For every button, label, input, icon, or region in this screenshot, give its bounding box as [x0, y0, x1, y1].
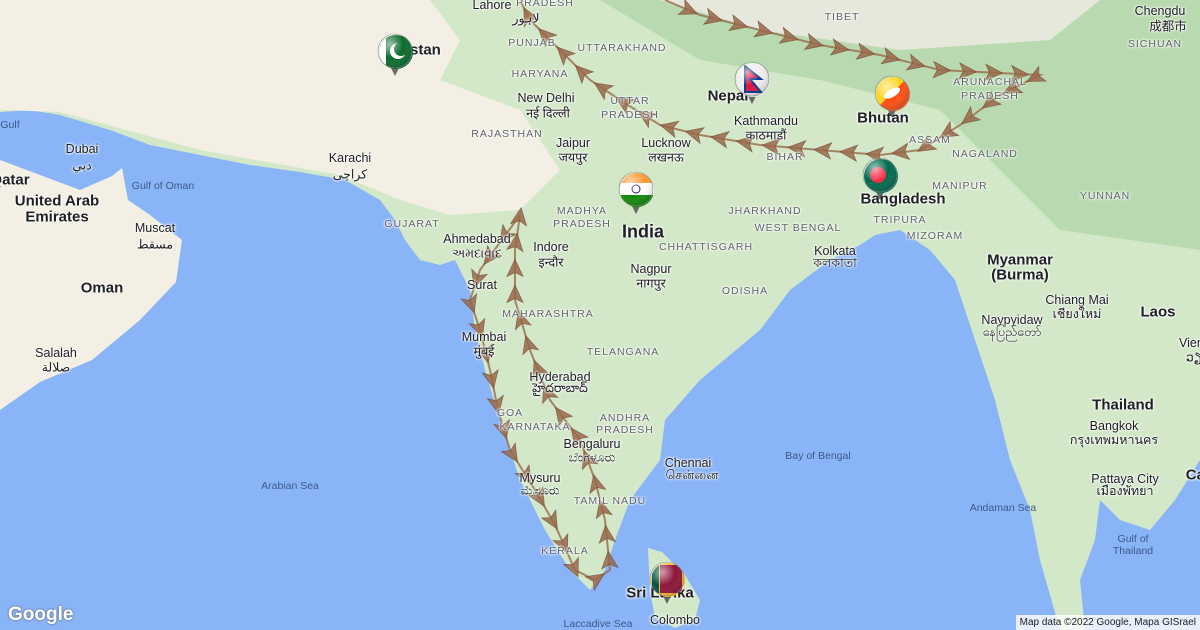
- route-layer: [460, 0, 1048, 592]
- route-arrow: [615, 97, 636, 115]
- marker-bhutan[interactable]: [873, 74, 911, 120]
- route-arrow: [778, 26, 799, 44]
- india-flag-icon: [618, 171, 654, 214]
- route-arrow: [498, 223, 518, 245]
- route-arrow: [523, 6, 540, 28]
- route-arrow: [838, 144, 859, 162]
- route-arrow: [890, 142, 911, 161]
- route-arrow: [595, 499, 613, 520]
- route-arrow: [958, 62, 978, 80]
- route-arrow: [601, 550, 619, 570]
- marker-nepal[interactable]: [733, 60, 771, 106]
- route-arrow: [552, 532, 569, 554]
- route-arrow: [471, 268, 489, 289]
- route-arrow: [1026, 65, 1048, 82]
- route-arrow: [787, 140, 807, 158]
- route-arrow: [939, 120, 960, 139]
- route-arrow: [555, 406, 574, 428]
- route-arrow: [481, 368, 499, 390]
- route-arrow: [460, 292, 477, 314]
- route-arrow: [598, 524, 617, 545]
- marker-pakistan[interactable]: [376, 32, 414, 78]
- route-arrow: [637, 110, 659, 129]
- route-arrow: [684, 127, 705, 145]
- route-arrow: [709, 131, 730, 149]
- google-logo: Google: [8, 604, 74, 625]
- map-attribution[interactable]: Map data ©2022 Google, Mapa GISrael: [1015, 615, 1200, 630]
- route-arrow: [677, 0, 699, 15]
- route-arrow: [468, 317, 486, 339]
- route-arrow: [702, 7, 724, 25]
- marker-india[interactable]: [617, 170, 655, 216]
- desert-area: [0, 0, 560, 215]
- route-arrow: [829, 38, 850, 56]
- route-arrow: [514, 464, 532, 485]
- route-arrow: [532, 359, 550, 381]
- route-arrow: [880, 47, 901, 65]
- route-arrow: [506, 232, 524, 253]
- marker-sri-lanka[interactable]: [648, 560, 686, 606]
- route-arrow: [540, 508, 558, 530]
- route-arrow: [542, 383, 559, 405]
- route-arrow: [492, 418, 510, 440]
- pakistan-flag-icon: [377, 33, 413, 76]
- route-arrow: [506, 284, 524, 304]
- route-arrow: [522, 334, 540, 356]
- nepal-flag-icon: [734, 61, 770, 104]
- route-arrow: [509, 206, 528, 227]
- route-arrow: [486, 394, 504, 415]
- route-arrow: [905, 53, 926, 71]
- route-arrow: [475, 343, 493, 364]
- route-arrow: [1010, 64, 1030, 83]
- route-arrow: [538, 28, 558, 48]
- route-arrow: [981, 90, 1003, 109]
- route-arrow: [961, 105, 982, 125]
- bangladesh-flag-icon: [862, 157, 898, 200]
- route-arrow: [932, 60, 952, 79]
- route-arrow: [813, 142, 833, 160]
- route-arrow: [483, 244, 502, 266]
- sri-lanka-flag-icon: [649, 561, 685, 604]
- route-arrow: [917, 134, 938, 152]
- route-arrow: [556, 46, 576, 66]
- route-arrow: [514, 310, 532, 331]
- route-arrow: [761, 137, 781, 156]
- route-arrow: [659, 120, 680, 138]
- route-arrow: [589, 473, 607, 495]
- route-arrow: [562, 556, 579, 578]
- route-arrow: [735, 135, 756, 153]
- route-arrow: [855, 42, 876, 60]
- marker-bangladesh[interactable]: [861, 156, 899, 202]
- route-arrow: [500, 441, 518, 463]
- tibet-plateau: [660, 0, 1100, 50]
- route-arrow: [581, 449, 599, 471]
- route-arrow: [570, 427, 590, 448]
- route-arrow: [593, 82, 615, 101]
- route-arrow: [574, 64, 595, 85]
- bhutan-flag-icon: [874, 75, 910, 118]
- route-arrow: [984, 63, 1004, 82]
- route-arrow: [753, 20, 774, 38]
- route-arrow: [727, 13, 749, 32]
- route-arrow: [527, 486, 545, 508]
- route-arrow: [506, 258, 524, 278]
- land-arabia: [0, 160, 182, 410]
- route-arrow: [1002, 77, 1024, 94]
- route-arrow: [584, 573, 605, 592]
- route-arrow: [803, 32, 825, 51]
